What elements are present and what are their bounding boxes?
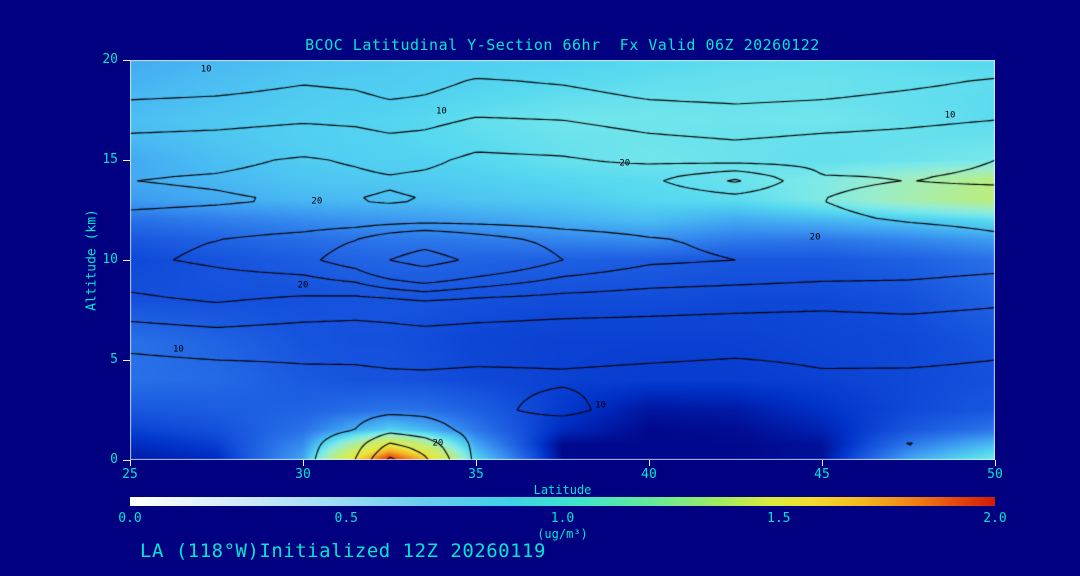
x-tick-mark — [648, 460, 650, 466]
contour-line-label: 20 — [311, 196, 323, 207]
colorbar-tick-label: 0.0 — [118, 511, 142, 526]
contour-line-label: 20 — [809, 232, 821, 243]
y-tick-mark — [123, 459, 130, 461]
contour-line-label: 20 — [619, 158, 631, 169]
colorbar-tick-label: 0.5 — [334, 511, 358, 526]
y-tick-label: 0 — [110, 452, 118, 467]
init-info-text: LA (118°W)Initialized 12Z 20260119 — [140, 540, 546, 562]
y-tick-label: 15 — [102, 152, 118, 167]
contour-line-label: 10 — [200, 64, 212, 75]
y-tick-label: 20 — [102, 52, 118, 67]
contour-line-label: 20 — [432, 438, 444, 449]
filled-contour-canvas — [130, 60, 995, 460]
y-tick-label: 10 — [102, 252, 118, 267]
contour-line-label: 10 — [595, 400, 606, 411]
y-tick-mark — [123, 359, 130, 361]
x-tick-mark — [129, 460, 131, 466]
x-tick-mark — [302, 460, 304, 466]
x-tick-label: 45 — [814, 467, 830, 482]
x-tick-label: 35 — [468, 467, 484, 482]
x-tick-label: 50 — [987, 467, 1003, 482]
contour-line-label: 10 — [944, 110, 956, 121]
x-tick-label: 30 — [295, 467, 311, 482]
colorbar-tick-label: 1.5 — [767, 511, 791, 526]
colorbar-tick-label: 1.0 — [550, 511, 575, 526]
x-tick-mark — [994, 460, 996, 466]
x-axis-title: Latitude — [533, 483, 592, 497]
plot-area: 10 10 10 20 20 20 20 10 10 20 — [130, 60, 995, 460]
x-tick-label: 25 — [122, 467, 138, 482]
x-tick-mark — [475, 460, 477, 466]
colorbar-units-label: (ug/m³) — [537, 527, 588, 541]
y-tick-label: 5 — [110, 352, 118, 367]
y-tick-mark — [123, 159, 130, 161]
plot-title: BCOC Latitudinal Y-Section 66hr Fx Valid… — [305, 36, 820, 54]
colorbar-gradient — [130, 497, 995, 506]
y-tick-mark — [123, 59, 130, 61]
y-tick-mark — [123, 259, 130, 261]
colorbar-tick-label: 2.0 — [983, 511, 1007, 526]
contour-line-label: 10 — [173, 344, 184, 355]
contour-line-label: 10 — [435, 106, 447, 117]
x-tick-mark — [821, 460, 823, 466]
x-tick-label: 40 — [641, 467, 657, 482]
contour-line-label: 20 — [297, 280, 309, 291]
